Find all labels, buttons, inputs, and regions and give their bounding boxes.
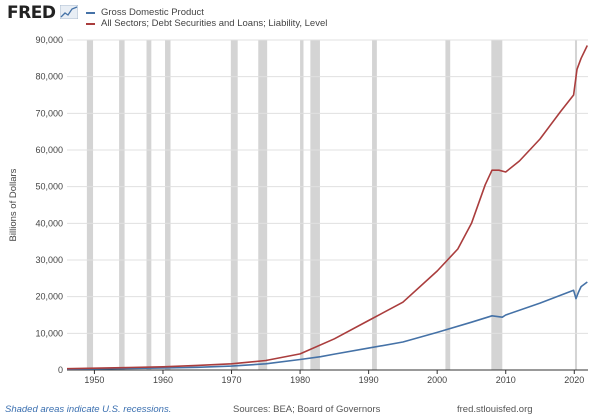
x-tick-label-1: 1960 [153, 375, 173, 385]
y-tick-label-1: 10,000 [35, 328, 63, 338]
series-0-point-4 [197, 367, 198, 368]
series-0-point-22 [587, 281, 588, 282]
series-1-point-2 [128, 367, 129, 368]
recession-band-11 [574, 40, 578, 370]
series-1-point-15 [491, 170, 492, 171]
recession-band-1 [119, 40, 125, 370]
chart-footer: Shaded areas indicate U.S. recessions. S… [0, 404, 600, 419]
series-0-point-19 [575, 298, 576, 299]
x-tick-label-6: 2010 [496, 375, 516, 385]
chart-logo-icon [60, 5, 78, 19]
series-0-point-11 [402, 341, 403, 342]
series-0-point-5 [231, 365, 232, 366]
recession-band-8 [372, 40, 377, 370]
series-0-point-8 [320, 356, 321, 357]
y-tick-label-9: 90,000 [35, 35, 63, 45]
recession-band-5 [258, 40, 268, 370]
y-tick-label-0: 0 [58, 365, 63, 375]
series-0-point-15 [502, 317, 503, 318]
legend-item-gdp[interactable]: Gross Domestic Product [86, 7, 327, 18]
sources-note: Sources: BEA; Board of Governors [233, 404, 381, 415]
series-0-point-7 [299, 359, 300, 360]
series-lines [66, 45, 589, 370]
series-line-0 [66, 281, 588, 370]
x-tick-label-2: 1970 [222, 375, 242, 385]
x-tick-label-7: 2020 [564, 375, 584, 385]
y-tick-label-8: 80,000 [35, 72, 63, 82]
series-0-point-17 [539, 303, 540, 304]
x-axis-ticks: 1950 1960 1970 1980 1990 2000 2010 2020 [84, 370, 584, 385]
legend-label-gdp: Gross Domestic Product [101, 7, 204, 18]
series-1-point-22 [576, 69, 577, 70]
y-tick-label-2: 20,000 [35, 292, 63, 302]
series-1-point-10 [402, 302, 403, 303]
recession-band-10 [491, 40, 503, 370]
series-1-point-0 [66, 368, 67, 369]
chart-header: FRED [0, 0, 600, 34]
legend-item-debt[interactable]: All Sectors; Debt Securities and Loans; … [86, 18, 327, 29]
series-1-point-8 [334, 338, 335, 339]
series-1-point-9 [368, 320, 369, 321]
series-1-point-21 [573, 94, 574, 95]
series-1-point-13 [471, 223, 472, 224]
series-1-point-18 [519, 160, 520, 161]
y-axis-ticks: 0 10,000 20,000 30,000 40,000 50,000 60,000 70,… [35, 35, 63, 375]
recession-band-2 [146, 40, 152, 370]
y-tick-label-5: 50,000 [35, 182, 63, 192]
series-1-point-17 [505, 171, 506, 172]
y-tick-label-3: 30,000 [35, 255, 63, 265]
series-1-point-19 [539, 138, 540, 139]
series-1-point-14 [485, 184, 486, 185]
series-0-point-21 [581, 286, 582, 287]
series-1-point-1 [94, 368, 95, 369]
series-1-point-6 [265, 360, 266, 361]
chart-legend: Gross Domestic Product All Sectors; Debt… [86, 7, 327, 29]
recession-band-6 [300, 40, 304, 370]
series-1-point-23 [581, 58, 582, 59]
series-0-point-18 [573, 290, 574, 291]
series-1-point-12 [457, 248, 458, 249]
series-1-point-11 [437, 270, 438, 271]
series-1-point-4 [197, 365, 198, 366]
series-1-point-20 [560, 111, 561, 112]
grid-lines [67, 39, 588, 371]
recession-band-3 [165, 40, 171, 370]
recession-bands [86, 40, 578, 370]
y-tick-label-6: 60,000 [35, 145, 63, 155]
series-1-point-3 [162, 366, 163, 367]
legend-swatch-gdp [86, 11, 95, 14]
x-tick-label-0: 1950 [84, 375, 104, 385]
series-0-point-14 [491, 315, 492, 316]
series-1-point-5 [231, 363, 232, 364]
legend-label-debt: All Sectors; Debt Securities and Loans; … [101, 18, 328, 29]
recession-band-9 [445, 40, 451, 370]
x-tick-label-4: 1990 [359, 375, 379, 385]
site-link[interactable]: fred.stlouisfed.org [457, 404, 533, 415]
series-0-point-13 [471, 322, 472, 323]
series-1-point-7 [299, 353, 300, 354]
legend-swatch-debt [86, 22, 95, 25]
series-0-point-6 [265, 363, 266, 364]
recession-band-7 [310, 40, 320, 370]
y-tick-label-4: 40,000 [35, 218, 63, 228]
x-tick-label-3: 1980 [290, 375, 310, 385]
series-1-point-24 [587, 45, 588, 46]
fred-logo[interactable]: FRED [7, 3, 56, 23]
recession-band-0 [86, 40, 94, 370]
recession-band-4 [230, 40, 238, 370]
y-tick-label-7: 70,000 [35, 108, 63, 118]
series-0-point-20 [578, 292, 579, 293]
series-0-point-12 [437, 332, 438, 333]
x-tick-label-5: 2000 [427, 375, 447, 385]
series-0-point-10 [368, 348, 369, 349]
series-line-1 [66, 45, 589, 370]
series-0-point-9 [334, 353, 335, 354]
series-0-point-16 [505, 314, 506, 315]
y-axis-label: Billions of Dollars [8, 168, 19, 241]
recession-footnote: Shaded areas indicate U.S. recessions. [5, 404, 172, 415]
series-1-point-16 [498, 170, 499, 171]
